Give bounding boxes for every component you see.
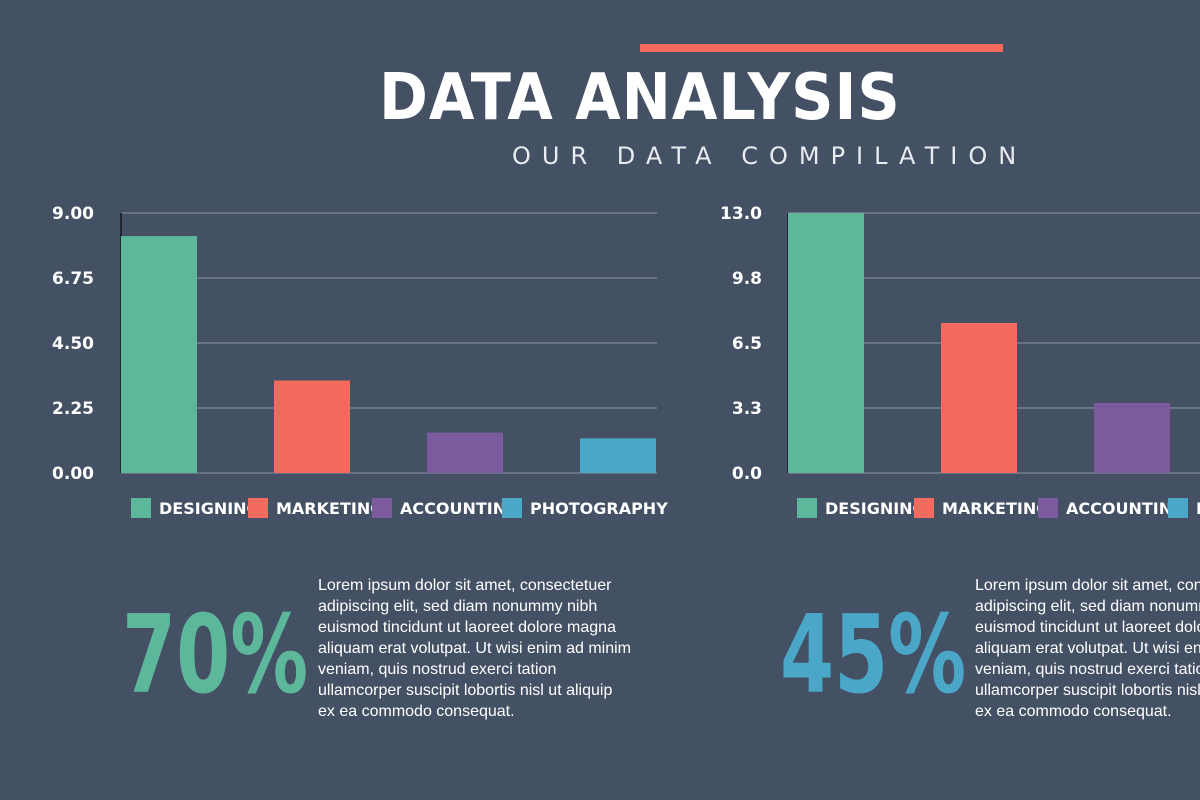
description-line: aliquam erat volutpat. Ut wisi enim ad m… (975, 640, 1200, 657)
legend-swatch (502, 498, 522, 518)
description-line: aliquam erat volutpat. Ut wisi enim ad m… (318, 640, 632, 657)
description-line: veniam, quis nostrud exerci tation (318, 661, 557, 678)
description-line: Lorem ipsum dolor sit amet, consectetuer (318, 577, 612, 594)
legend-swatch (131, 498, 151, 518)
description-line: ullamcorper suscipit lobortis nisl ut al… (975, 682, 1200, 699)
y-tick-label: 0.0 (732, 464, 762, 484)
legend-label: ACCOUNTING (400, 499, 519, 518)
y-tick-label: 4.50 (52, 334, 94, 354)
legend-swatch (248, 498, 268, 518)
description-line: adipiscing elit, sed diam nonummy nibh (318, 598, 598, 615)
legend-swatch (1038, 498, 1058, 518)
bar-designing (121, 236, 197, 473)
legend-label: PHOTOGRAPHY (530, 499, 668, 518)
description-line: ullamcorper suscipit lobortis nisl ut al… (318, 682, 613, 699)
legend-swatch (1168, 498, 1188, 518)
bar-marketing (941, 323, 1017, 473)
description-line: euismod tincidunt ut laoreet dolore magn… (318, 619, 616, 636)
stat-description-right: Lorem ipsum dolor sit amet, consectetuer… (975, 575, 1200, 722)
legend-swatch (797, 498, 817, 518)
legend-label: ACCOUNTING (1066, 499, 1185, 518)
y-tick-label: 13.0 (720, 204, 762, 224)
bar-chart-left: 0.00 2.25 4.50 6.75 9.00 DESIGNING MARKETING AC… (52, 204, 668, 518)
legend-label: MARKETING (942, 499, 1049, 518)
page-title: DATA ANALYSIS (379, 61, 901, 135)
legend-swatch (914, 498, 934, 518)
legend-swatch (372, 498, 392, 518)
legend-label: DESIGNING (159, 499, 260, 518)
bar-accounting (427, 432, 503, 473)
bar-accounting (1094, 403, 1170, 473)
y-tick-label: 3.3 (732, 399, 762, 419)
bar-photography (580, 438, 656, 473)
bar-designing (788, 213, 864, 473)
title-accent-bar (640, 44, 1003, 52)
y-tick-label: 9.8 (732, 269, 762, 289)
bar-marketing (274, 380, 350, 473)
y-tick-label: 2.25 (52, 399, 94, 419)
description-line: Lorem ipsum dolor sit amet, consectetuer (975, 577, 1200, 594)
y-tick-label: 9.00 (52, 204, 94, 224)
y-tick-label: 6.5 (732, 334, 762, 354)
page-subtitle: OUR DATA COMPILATION (512, 142, 1028, 170)
description-line: veniam, quis nostrud exerci tation (975, 661, 1200, 678)
legend-label: DESIGNING (825, 499, 926, 518)
legend-label: PHOTOGRAPHY (1196, 499, 1200, 518)
description-line: ex ea commodo consequat. (975, 703, 1172, 720)
stat-description-left: Lorem ipsum dolor sit amet, consectetuer… (318, 575, 688, 722)
y-tick-label: 6.75 (52, 269, 94, 289)
y-tick-label: 0.00 (52, 464, 94, 484)
description-line: ex ea commodo consequat. (318, 703, 515, 720)
description-line: euismod tincidunt ut laoreet dolore magn… (975, 619, 1200, 636)
stat-percentage-left: 70% (122, 593, 309, 718)
legend-label: MARKETING (276, 499, 383, 518)
description-line: adipiscing elit, sed diam nonummy nibh (975, 598, 1200, 615)
stat-percentage-right: 45% (780, 593, 967, 718)
bar-chart-right: 0.0 3.3 6.5 9.8 13.0 DESIGNING MARKETING ACCOUN… (720, 204, 1200, 518)
